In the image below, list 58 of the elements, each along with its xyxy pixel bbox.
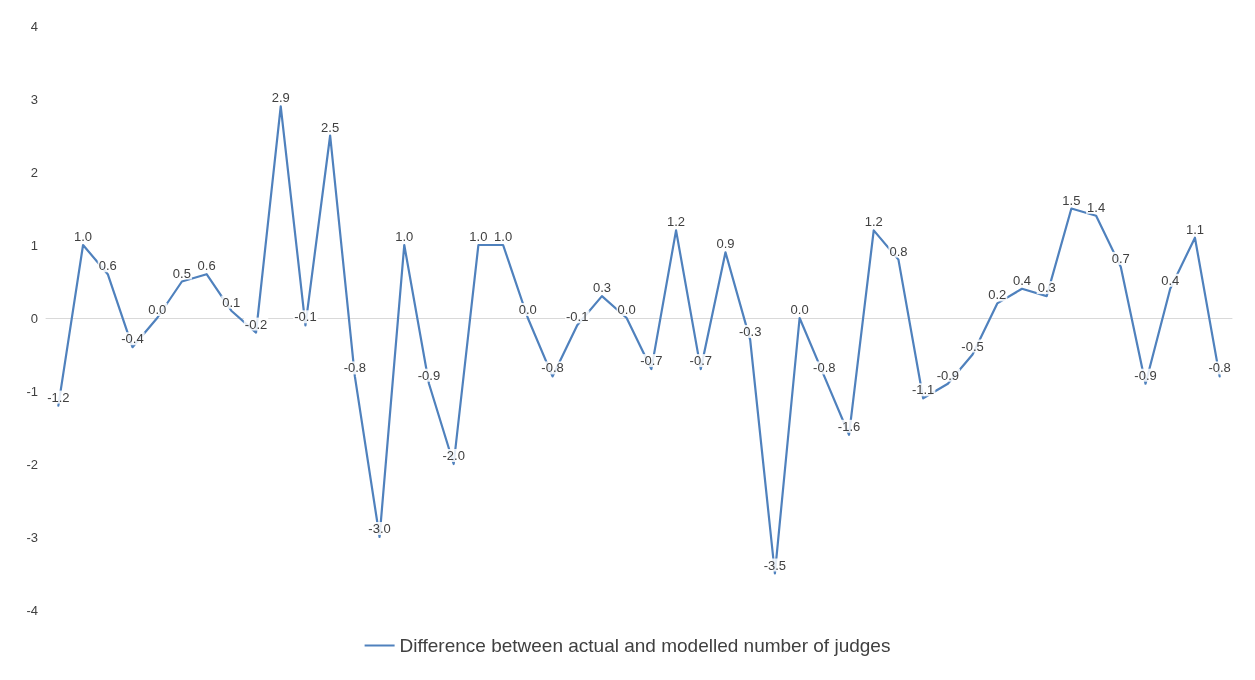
data-label: -0.1: [566, 309, 589, 325]
data-label: 1.0: [74, 229, 93, 244]
data-label: 0.3: [592, 280, 611, 296]
data-label: -0.9: [417, 367, 441, 383]
data-label: 0.4: [1012, 272, 1032, 288]
data-label: 2.5: [321, 119, 340, 135]
data-label: 0.1: [222, 294, 241, 310]
data-label: -1.2: [47, 389, 70, 405]
data-label: 1.0: [395, 229, 414, 244]
y-tick-label: 1: [30, 237, 38, 253]
data-label: -0.2: [244, 316, 268, 332]
data-label: 1.2: [667, 214, 686, 230]
data-label: 1.1: [1185, 221, 1204, 237]
data-label: -3.0: [368, 521, 391, 536]
data-label: 0.9: [716, 236, 735, 252]
data-label: 0.0: [617, 302, 636, 317]
data-label: -0.8: [1208, 360, 1231, 376]
data-label: 0.6: [197, 258, 216, 274]
data-label: -0.5: [961, 338, 984, 354]
data-label: 0.8: [889, 243, 908, 259]
y-tick-label: -2: [26, 456, 38, 472]
y-tick-label: 0: [30, 310, 38, 326]
data-label: -0.8: [813, 360, 836, 376]
data-label: 0.0: [148, 302, 167, 317]
data-label: 0.6: [98, 258, 117, 274]
y-tick-label: -4: [26, 602, 38, 618]
data-label: 1.4: [1087, 199, 1106, 215]
data-label: 0.3: [1037, 280, 1056, 296]
data-label: 0.4: [1161, 272, 1180, 288]
data-label: -0.1: [294, 309, 317, 325]
data-label: -3.5: [763, 557, 787, 573]
data-label: 0.0: [518, 302, 537, 317]
data-label: 2.9: [271, 90, 290, 106]
data-label: 1.5: [1062, 192, 1081, 208]
data-label: 0.7: [1111, 250, 1130, 266]
y-tick-label: 3: [30, 91, 38, 107]
data-label: -0.9: [936, 367, 960, 383]
data-label: -0.9: [1134, 367, 1157, 383]
y-tick-label: 4: [30, 18, 38, 34]
y-tick-label: -3: [26, 529, 38, 545]
data-label: 1.2: [864, 214, 883, 230]
data-label: 0.0: [790, 302, 809, 317]
data-label: -0.8: [343, 360, 367, 376]
y-tick-label: -1: [26, 383, 38, 399]
data-label: -1.6: [837, 418, 861, 434]
data-label: 0.5: [172, 265, 191, 281]
data-label: 0.2: [988, 287, 1007, 303]
data-label: -0.4: [121, 331, 144, 347]
y-tick-label: 2: [30, 164, 38, 180]
legend-label: Difference between actual and modelled number of judges: [399, 635, 891, 656]
data-label: -0.8: [541, 360, 564, 376]
data-label: -0.7: [689, 353, 712, 369]
data-label: -0.7: [640, 353, 663, 369]
data-label: -2.0: [442, 448, 465, 463]
data-label: 1.0: [494, 229, 513, 244]
data-label: 1.0: [469, 229, 488, 244]
data-label: -1.1: [911, 382, 935, 398]
data-label: -0.3: [738, 323, 762, 339]
